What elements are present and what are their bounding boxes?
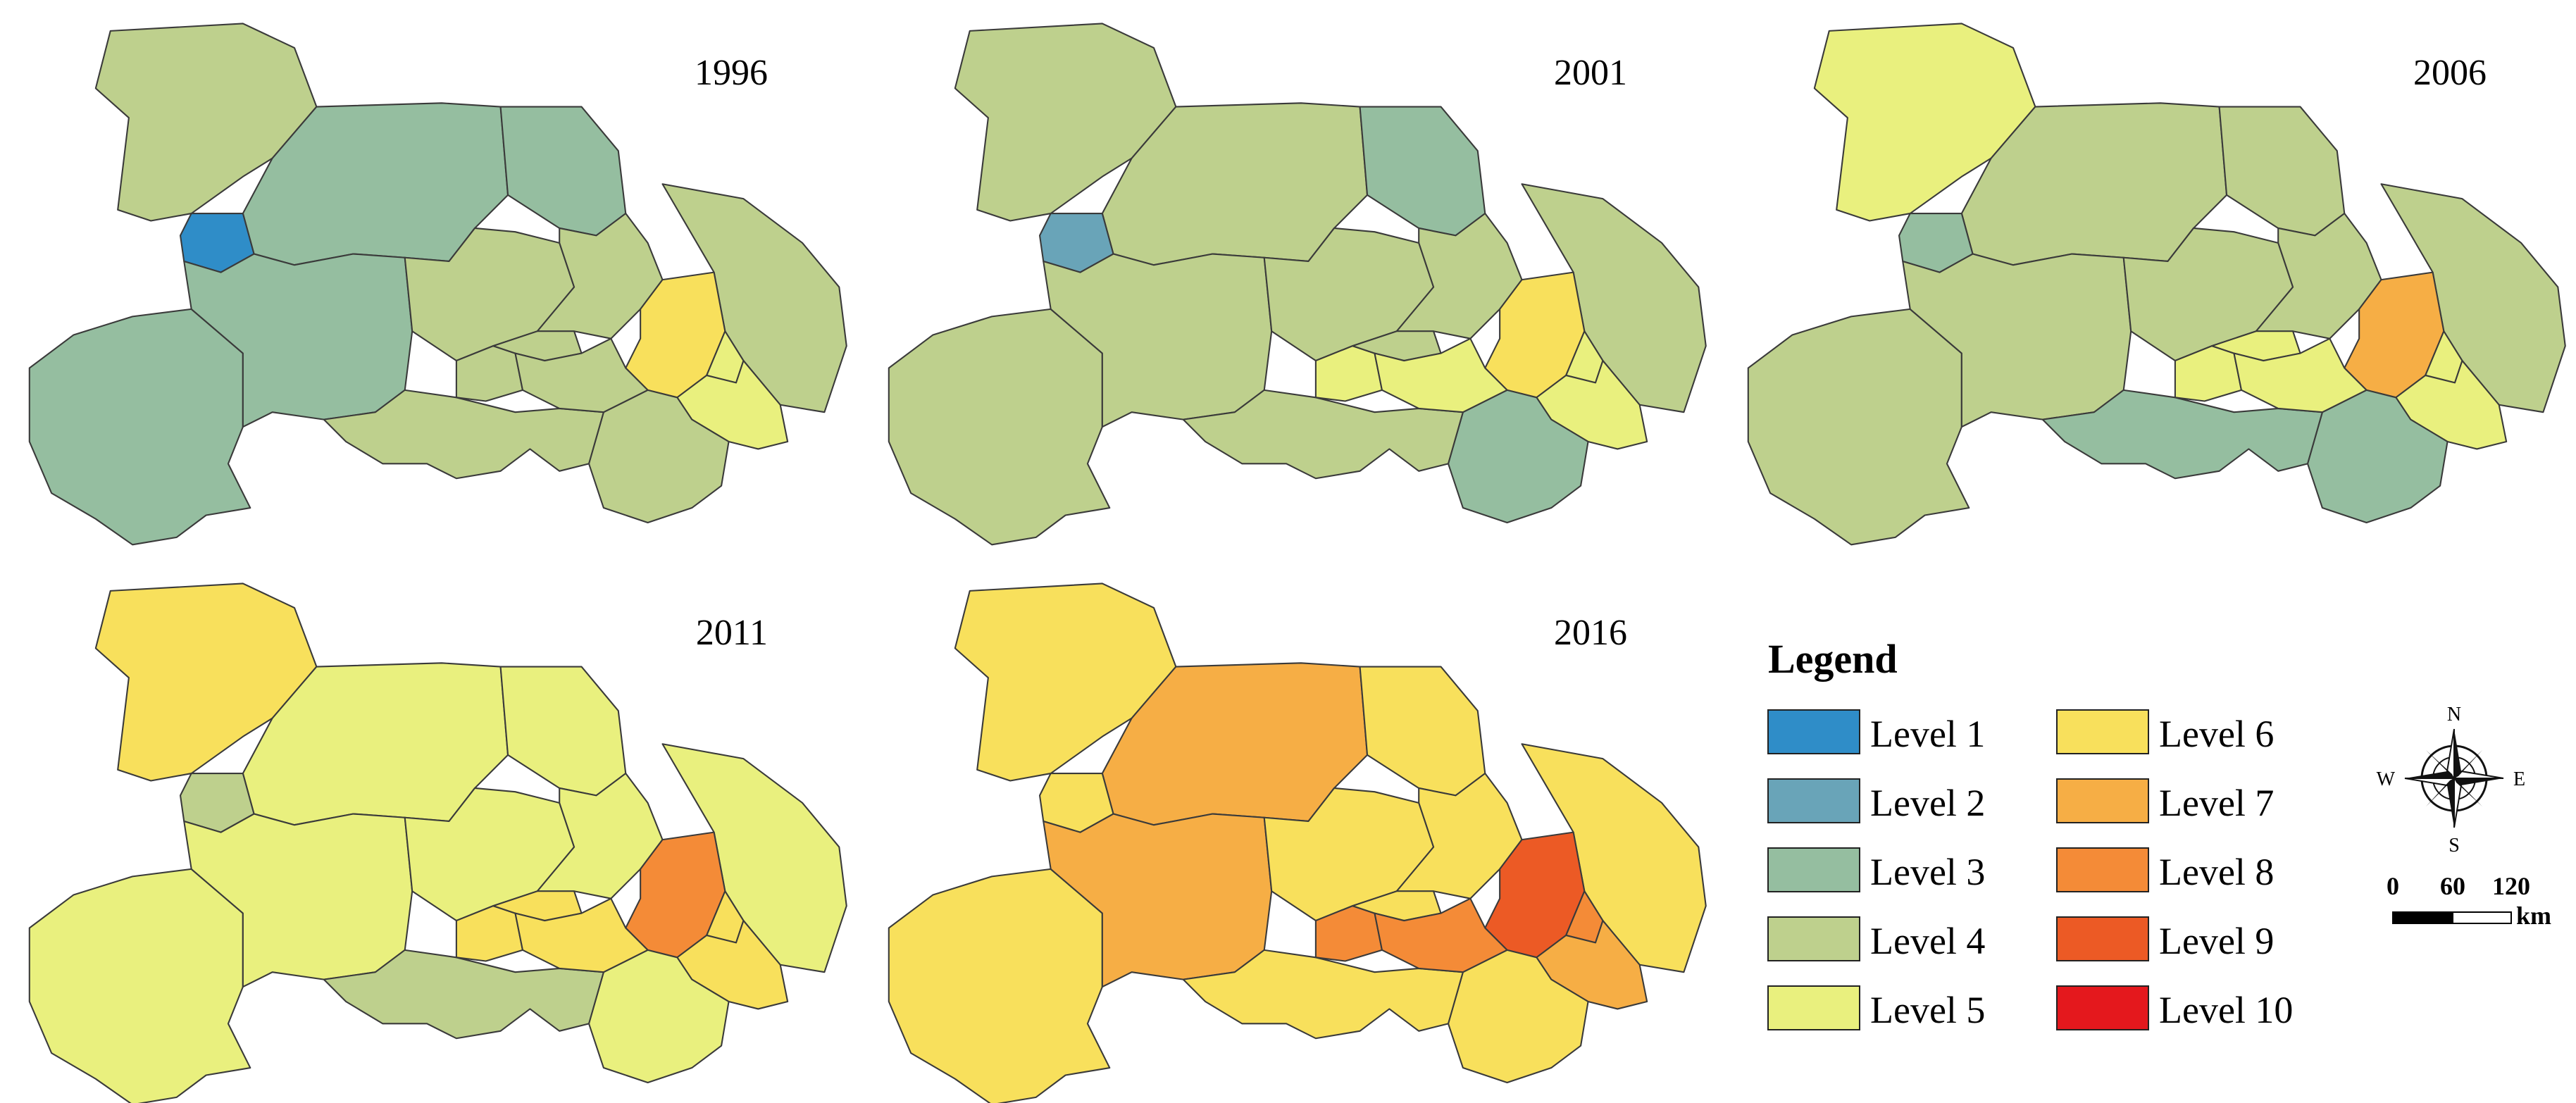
- map-year-label: 2011: [696, 613, 768, 653]
- legend-item: Level 3: [1767, 847, 1985, 893]
- region-enshi: [888, 868, 1111, 1103]
- region-shiyan: [94, 23, 318, 222]
- region-shiyan: [1813, 23, 2036, 222]
- scale-bar: 0 60 120 km: [2387, 872, 2551, 930]
- region-jingzhou: [323, 949, 604, 1040]
- legend-item: Level 6: [2056, 709, 2274, 755]
- region-xianning: [1447, 389, 1589, 523]
- region-enshi: [888, 308, 1111, 546]
- legend-item: Level 2: [1767, 778, 1985, 824]
- legend-swatch: [2056, 847, 2149, 892]
- legend-swatch: [2056, 709, 2149, 754]
- region-jingzhou: [2041, 389, 2323, 480]
- map-year-label: 1996: [695, 53, 768, 93]
- map-regions: [1747, 23, 2566, 546]
- scale-tick-label: 120: [2492, 872, 2530, 900]
- region-xiaogan: [1395, 773, 1523, 899]
- legend-item: Level 7: [2056, 778, 2274, 824]
- legend-swatch: [1767, 709, 1860, 754]
- map-panel-2011: 2011: [28, 582, 847, 1103]
- compass-label-e: E: [2513, 768, 2525, 790]
- compass-rose-icon: N S E W: [2377, 704, 2526, 856]
- region-xianning: [587, 949, 730, 1083]
- region-xianning: [587, 389, 730, 523]
- legend-label: Level 8: [2159, 851, 2274, 893]
- scale-bar-black: [2392, 911, 2453, 924]
- region-jingzhou: [1182, 949, 1464, 1040]
- legend-label: Level 3: [1870, 851, 1985, 893]
- compass-label-w: W: [2377, 768, 2396, 790]
- map-panel-2001: 2001: [888, 23, 1707, 546]
- legend-item: Level 9: [2056, 916, 2274, 962]
- scale-tick-label: 0: [2387, 872, 2399, 900]
- region-xiantao: [2233, 337, 2367, 413]
- legend-item: Level 10: [2056, 985, 2293, 1031]
- map-panel-2016: 2016: [888, 582, 1707, 1103]
- region-shiyan: [954, 582, 1177, 782]
- scale-unit: km: [2516, 902, 2551, 930]
- region-jingzhou: [1182, 389, 1464, 480]
- region-suizhou: [499, 106, 627, 237]
- legend-label: Level 7: [2159, 782, 2274, 824]
- region-suizhou: [1359, 106, 1486, 237]
- map-year-label: 2016: [1554, 613, 1627, 653]
- legend-title: Legend: [1768, 636, 1898, 682]
- legend-label: Level 1: [1870, 713, 1985, 755]
- map-year-label: 2001: [1554, 53, 1627, 93]
- legend-label: Level 2: [1870, 782, 1985, 824]
- legend-item: Level 1: [1767, 709, 1985, 755]
- map-year-label: 2006: [2413, 53, 2487, 93]
- legend-label: Level 6: [2159, 713, 2274, 755]
- region-suizhou: [1359, 666, 1486, 797]
- legend-item: Level 8: [2056, 847, 2274, 893]
- legend: Legend Level 1 Level 2 Level 3 Level 4 L…: [1767, 636, 2293, 1031]
- compass-label-n: N: [2447, 704, 2461, 725]
- region-xiaogan: [1395, 213, 1523, 339]
- legend-label: Level 10: [2159, 989, 2293, 1031]
- region-xiantao: [1374, 897, 1508, 973]
- legend-swatch: [1767, 985, 1860, 1030]
- region-xianning: [2306, 389, 2449, 523]
- region-suizhou: [2218, 106, 2346, 237]
- region-suizhou: [499, 666, 627, 797]
- legend-swatch: [2056, 985, 2149, 1030]
- map-regions: [28, 582, 847, 1103]
- legend-label: Level 9: [2159, 920, 2274, 962]
- legend-swatch: [1767, 916, 1860, 961]
- legend-swatch: [2056, 778, 2149, 823]
- region-enshi: [28, 308, 251, 546]
- region-xianning: [1447, 949, 1589, 1083]
- region-xiantao: [1374, 337, 1508, 413]
- legend-swatch: [1767, 847, 1860, 892]
- scale-tick-label: 60: [2440, 872, 2465, 900]
- scale-bar-white: [2452, 911, 2512, 924]
- region-shiyan: [954, 23, 1177, 222]
- region-enshi: [1747, 308, 1970, 546]
- map-regions: [888, 582, 1707, 1103]
- compass-label-s: S: [2449, 835, 2460, 856]
- legend-swatch: [2056, 916, 2149, 961]
- map-panel-1996: 1996: [28, 23, 847, 546]
- map-panel-2006: 2006: [1747, 23, 2566, 546]
- region-xiaogan: [2255, 213, 2382, 339]
- region-shiyan: [94, 582, 318, 782]
- legend-swatch: [1767, 778, 1860, 823]
- region-xiantao: [514, 337, 649, 413]
- legend-label: Level 4: [1870, 920, 1985, 962]
- legend-label: Level 5: [1870, 989, 1985, 1031]
- region-xiaogan: [536, 213, 664, 339]
- legend-item: Level 5: [1767, 985, 1985, 1031]
- region-enshi: [28, 868, 251, 1103]
- region-jingzhou: [323, 389, 604, 480]
- map-regions: [888, 23, 1707, 546]
- region-xiaogan: [536, 773, 664, 899]
- map-regions: [28, 23, 847, 546]
- legend-item: Level 4: [1767, 916, 1985, 962]
- region-xiantao: [514, 897, 649, 973]
